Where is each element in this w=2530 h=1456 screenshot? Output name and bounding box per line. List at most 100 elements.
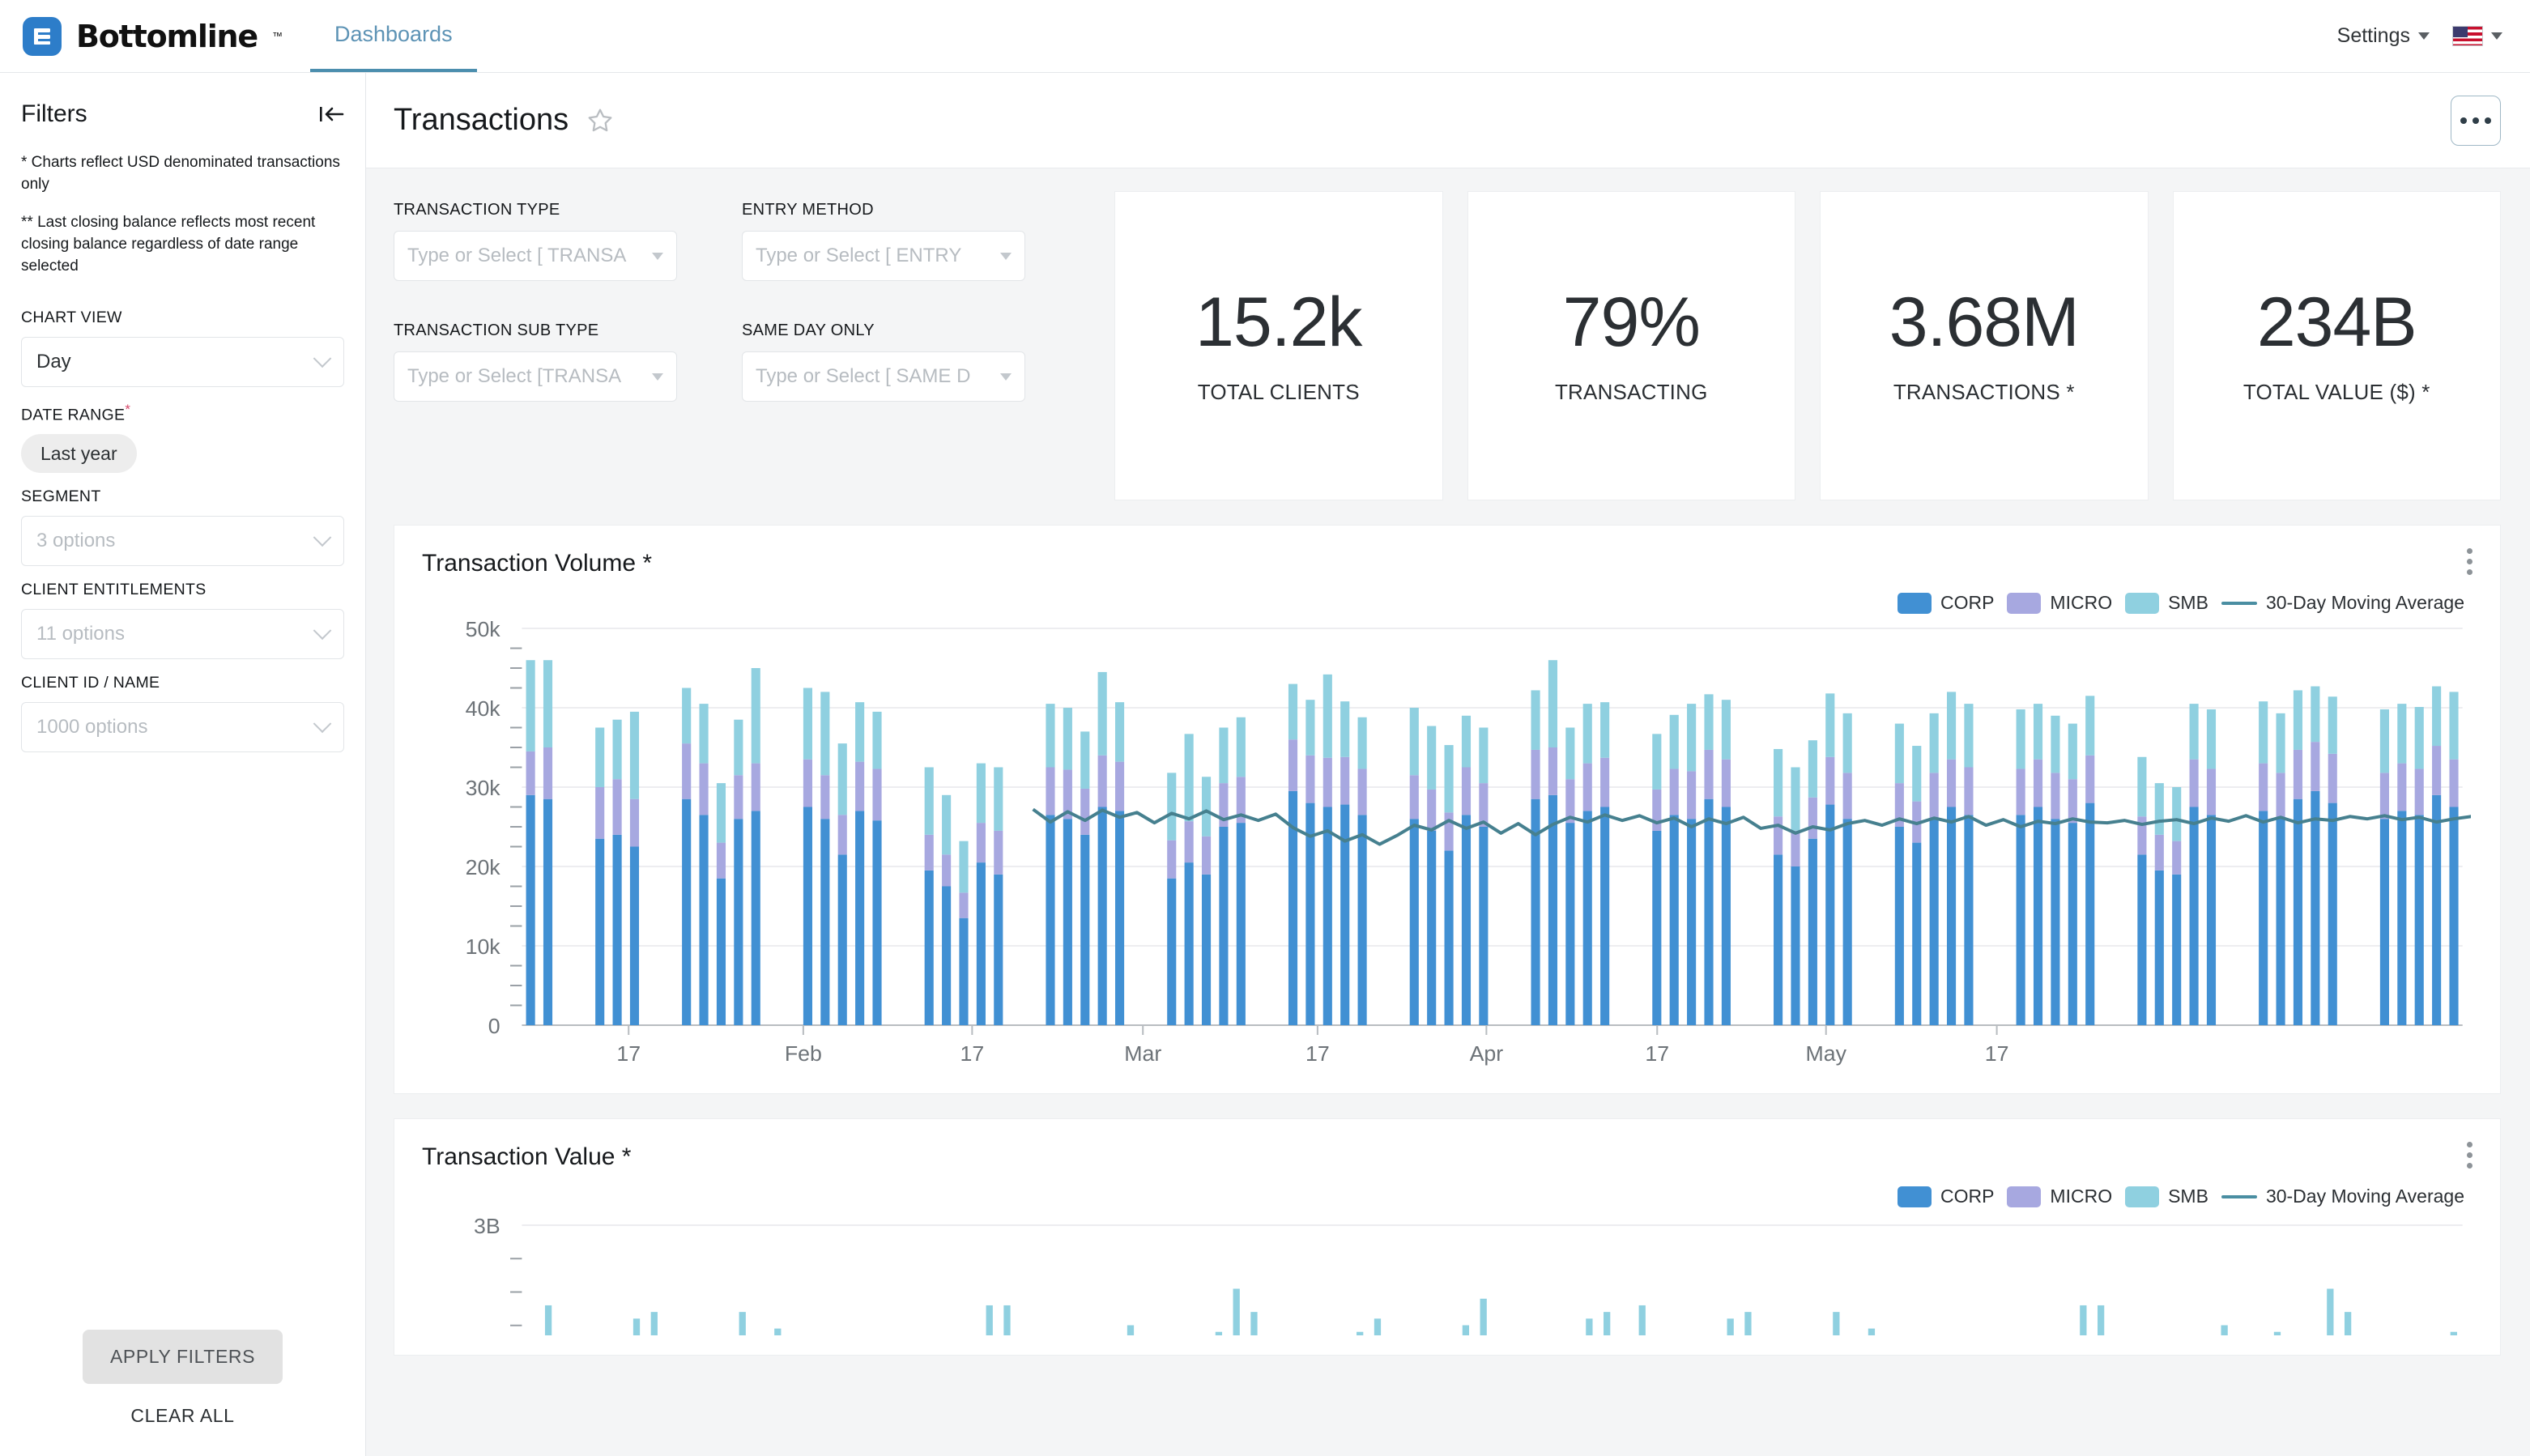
top-navigation-bar: Bottomline ™ Dashboards Settings bbox=[0, 0, 2530, 73]
kpi-total-clients-value: 15.2k bbox=[1195, 283, 1362, 361]
kebab-dot bbox=[2467, 1152, 2472, 1158]
filter-same-day-only-label: SAME DAY ONLY bbox=[742, 321, 875, 339]
filters-header: Filters bbox=[21, 73, 344, 152]
chevron-down-icon bbox=[313, 528, 332, 547]
bottomline-logo-icon bbox=[23, 16, 62, 56]
filter-transaction-type-value: Type or Select [ TRANSA bbox=[407, 245, 627, 266]
date-range-chip-row: Last year bbox=[21, 434, 344, 474]
legend-line-moving-average bbox=[2221, 1194, 2257, 1198]
chevron-down-icon bbox=[1000, 252, 1012, 260]
client-entitlements-label: CLIENT ENTITLEMENTS bbox=[21, 581, 207, 599]
svg-text:17: 17 bbox=[1645, 1041, 1669, 1066]
dashboard-scroll-area[interactable]: TRANSACTION TYPE Type or Select [ TRANSA… bbox=[366, 168, 2530, 1456]
nav-tabs: Dashboards bbox=[309, 0, 477, 72]
legend-swatch-smb bbox=[2125, 592, 2160, 614]
date-range-label: DATE RANGE* bbox=[21, 401, 131, 424]
filter-entry-method: ENTRY METHOD Type or Select [ ENTRY bbox=[742, 201, 1066, 281]
legend-item-moving-average[interactable]: 30-Day Moving Average bbox=[2221, 592, 2464, 614]
transaction-value-card: Transaction Value * CORP MICRO bbox=[394, 1118, 2501, 1356]
client-id-name-label: CLIENT ID / NAME bbox=[21, 674, 160, 692]
clear-all-button[interactable]: CLEAR ALL bbox=[130, 1405, 235, 1426]
kpi-cards: 15.2k TOTAL CLIENTS 79% TRANSACTING 3.68… bbox=[1114, 191, 2501, 500]
settings-label: Settings bbox=[2336, 24, 2410, 47]
filter-same-day-only-select[interactable]: Type or Select [ SAME D bbox=[742, 351, 1025, 402]
legend-item-moving-average[interactable]: 30-Day Moving Average bbox=[2221, 1186, 2464, 1207]
filters-footer: APPLY FILTERS CLEAR ALL bbox=[21, 1330, 344, 1456]
tab-dashboards[interactable]: Dashboards bbox=[309, 0, 477, 72]
client-entitlements-select[interactable]: 11 options bbox=[21, 609, 344, 660]
filters-and-kpis-row: TRANSACTION TYPE Type or Select [ TRANSA… bbox=[394, 191, 2501, 500]
legend-swatch-micro bbox=[2007, 592, 2042, 614]
kpi-transactions-label: TRANSACTIONS * bbox=[1893, 379, 2075, 404]
svg-text:10k: 10k bbox=[466, 934, 501, 959]
svg-text:17: 17 bbox=[1305, 1041, 1330, 1066]
ellipsis-dot bbox=[2460, 117, 2467, 124]
chevron-down-icon bbox=[2418, 32, 2430, 40]
filter-transaction-sub-type-select[interactable]: Type or Select [TRANSA bbox=[394, 351, 677, 402]
kpi-total-value-value: 234B bbox=[2256, 283, 2417, 361]
chart-view-select[interactable]: Day bbox=[21, 336, 344, 387]
svg-text:50k: 50k bbox=[466, 620, 501, 641]
page-body: Filters * Charts reflect USD denominated… bbox=[0, 73, 2530, 1456]
kebab-dot bbox=[2467, 548, 2472, 554]
chart-view-label: CHART VIEW bbox=[21, 308, 122, 326]
kpi-total-value: 234B TOTAL VALUE ($) * bbox=[2172, 191, 2501, 500]
legend-label-corp: CORP bbox=[1940, 592, 1995, 613]
required-asterisk: * bbox=[125, 401, 131, 417]
transaction-value-menu-button[interactable] bbox=[2467, 1142, 2472, 1169]
us-flag-icon bbox=[2452, 26, 2483, 46]
page-header: Transactions bbox=[366, 73, 2530, 168]
legend-line-moving-average bbox=[2221, 601, 2257, 605]
date-range-chip[interactable]: Last year bbox=[21, 434, 137, 474]
transaction-value-plot: 3B2.5B bbox=[422, 1214, 2471, 1335]
transaction-value-title: Transaction Value * bbox=[422, 1143, 632, 1170]
filter-transaction-type-label: TRANSACTION TYPE bbox=[394, 201, 560, 219]
chevron-down-icon bbox=[313, 349, 332, 368]
legend-item-micro[interactable]: MICRO bbox=[2007, 592, 2112, 614]
client-id-name-value: 1000 options bbox=[36, 716, 148, 739]
transaction-volume-card: Transaction Volume * CORP MICRO bbox=[394, 525, 2501, 1094]
legend-item-smb[interactable]: SMB bbox=[2125, 1186, 2208, 1207]
filter-note-closing-balance: ** Last closing balance reflects most re… bbox=[21, 213, 316, 275]
kpi-transactions-value: 3.68M bbox=[1889, 283, 2080, 361]
settings-menu[interactable]: Settings bbox=[2337, 24, 2430, 48]
segment-select[interactable]: 3 options bbox=[21, 516, 344, 567]
chevron-down-icon bbox=[313, 714, 332, 734]
chevron-down-icon bbox=[313, 621, 332, 641]
svg-text:17: 17 bbox=[616, 1041, 641, 1066]
filter-transaction-type-select[interactable]: Type or Select [ TRANSA bbox=[394, 231, 677, 281]
star-outline-icon[interactable] bbox=[586, 107, 614, 134]
brand-name: Bottomline bbox=[76, 18, 258, 54]
legend-item-smb[interactable]: SMB bbox=[2125, 592, 2208, 614]
legend-label-smb: SMB bbox=[2168, 592, 2208, 613]
legend-label-moving-average: 30-Day Moving Average bbox=[2265, 592, 2464, 613]
chart-view-value: Day bbox=[36, 350, 71, 373]
legend-label-moving-average: 30-Day Moving Average bbox=[2265, 1186, 2464, 1207]
transaction-volume-plot: 0 10k 20k 30k 40k 50k 17 Feb 17 Mar 17 Apr 17 May 17 bbox=[422, 620, 2471, 1074]
kebab-dot bbox=[2467, 569, 2472, 575]
page-title: Transactions bbox=[394, 103, 569, 137]
transaction-volume-menu-button[interactable] bbox=[2467, 548, 2472, 575]
svg-text:30k: 30k bbox=[466, 776, 501, 800]
ellipsis-dot bbox=[2472, 117, 2479, 124]
legend-item-corp[interactable]: CORP bbox=[1897, 592, 1995, 614]
filters-title: Filters bbox=[21, 100, 87, 127]
kpi-transactions: 3.68M TRANSACTIONS * bbox=[1820, 191, 2149, 500]
svg-text:20k: 20k bbox=[466, 855, 501, 879]
legend-item-micro[interactable]: MICRO bbox=[2007, 1186, 2112, 1207]
svg-text:17: 17 bbox=[960, 1041, 984, 1066]
kpi-transacting-value: 79% bbox=[1562, 283, 1701, 361]
legend-label-corp: CORP bbox=[1940, 1186, 1995, 1207]
legend-label-micro: MICRO bbox=[2050, 592, 2113, 613]
language-selector[interactable] bbox=[2452, 26, 2502, 46]
client-id-name-select[interactable]: 1000 options bbox=[21, 702, 344, 753]
svg-text:3B: 3B bbox=[474, 1214, 500, 1238]
legend-item-corp[interactable]: CORP bbox=[1897, 1186, 1995, 1207]
collapse-left-icon[interactable] bbox=[318, 104, 344, 125]
filter-entry-method-select[interactable]: Type or Select [ ENTRY bbox=[742, 231, 1025, 281]
transaction-volume-title: Transaction Volume * bbox=[422, 550, 653, 577]
page-more-actions-button[interactable] bbox=[2451, 95, 2501, 146]
apply-filters-button[interactable]: APPLY FILTERS bbox=[82, 1330, 283, 1384]
brand-logo[interactable]: Bottomline ™ bbox=[0, 0, 283, 72]
